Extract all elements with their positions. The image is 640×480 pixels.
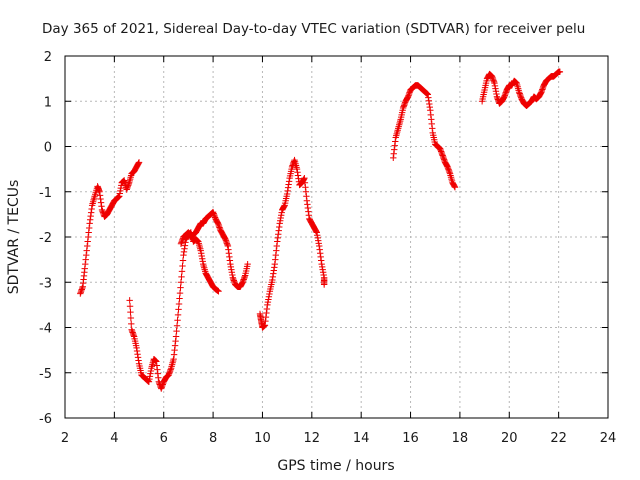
data-point-plus-marker	[175, 306, 182, 313]
data-point-plus-marker	[126, 297, 133, 304]
data-point-plus-marker	[178, 273, 185, 281]
data-point-plus-marker	[173, 327, 180, 335]
data-point-plus-marker	[173, 322, 181, 329]
y-tick-label: -3	[39, 276, 52, 291]
y-tick-label: 1	[44, 95, 52, 110]
x-tick-label: 22	[550, 431, 567, 446]
x-tick-label: 14	[353, 431, 370, 446]
x-tick-label: 8	[209, 431, 217, 446]
y-tick-label: -2	[39, 231, 52, 246]
data-point-plus-marker	[126, 303, 134, 310]
data-point-plus-marker	[175, 300, 183, 308]
x-tick-label: 10	[254, 431, 271, 446]
x-tick-label: 24	[600, 431, 617, 446]
y-tick-label: -5	[39, 367, 52, 382]
x-tick-label: 2	[61, 431, 69, 446]
grid-lines	[65, 56, 608, 418]
plot-frame	[64, 55, 609, 419]
data-point-plus-marker	[135, 159, 143, 166]
data-point-plus-marker	[176, 295, 183, 302]
data-point-plus-marker	[556, 68, 564, 76]
x-tick-label: 4	[110, 431, 118, 446]
data-point-plus-marker	[174, 317, 181, 324]
x-tick-label: 12	[304, 431, 321, 446]
x-tick-labels: 2 4 6 8 10 12 14 16 18 20 22 24	[61, 431, 616, 446]
data-point-plus-marker	[127, 314, 135, 322]
data-points	[77, 68, 564, 392]
data-point-plus-marker	[178, 268, 186, 275]
x-tick-label: 20	[501, 431, 518, 446]
data-point-plus-marker	[215, 288, 222, 295]
data-point-plus-marker	[128, 320, 135, 328]
data-point-plus-marker	[127, 308, 134, 316]
x-tick-label: 18	[452, 431, 469, 446]
data-point-plus-marker	[320, 281, 328, 288]
data-point-plus-marker	[172, 333, 180, 340]
x-tick-label: 16	[402, 431, 419, 446]
data-point-plus-marker	[451, 184, 459, 191]
x-axis-label: GPS time / hours	[277, 458, 394, 474]
data-point-plus-marker	[177, 279, 185, 286]
data-point-plus-marker	[174, 311, 182, 319]
data-point-plus-marker	[244, 260, 251, 268]
data-point-plus-marker	[179, 262, 186, 270]
x-tick-label: 6	[160, 431, 168, 446]
y-tick-label: 2	[44, 50, 52, 65]
y-tick-label: -4	[39, 322, 52, 337]
y-tick-labels: 2 1 0 -1 -2 -3 -4 -5 -6	[39, 50, 52, 427]
y-tick-label: -6	[39, 412, 52, 427]
data-point-plus-marker	[176, 289, 184, 297]
data-point-plus-marker	[177, 284, 184, 291]
chart-title: Day 365 of 2021, Sidereal Day-to-day VTE…	[42, 21, 585, 37]
y-tick-label: 0	[44, 141, 52, 156]
data-point-plus-marker	[179, 257, 187, 264]
y-tick-label: -1	[39, 186, 52, 201]
y-axis-label: SDTVAR / TECUs	[6, 180, 22, 295]
